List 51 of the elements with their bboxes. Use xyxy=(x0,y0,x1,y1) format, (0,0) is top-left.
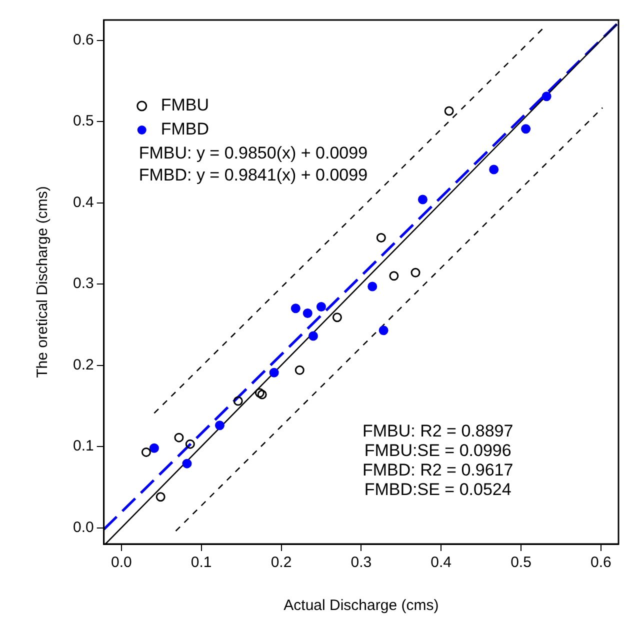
point xyxy=(410,268,420,278)
point xyxy=(332,312,342,322)
point xyxy=(489,164,499,174)
point xyxy=(302,308,312,318)
annotation: FMBU: y = 0.9850(x) + 0.0099 xyxy=(138,144,368,163)
legend-label: FMBU xyxy=(160,96,210,115)
annotation: FMBD: R2 = 0.9617 xyxy=(362,460,514,480)
point xyxy=(269,368,279,378)
point xyxy=(389,271,399,281)
point xyxy=(185,439,195,449)
point xyxy=(254,388,264,398)
y-tick-label: 0.0 xyxy=(72,518,94,536)
annotation: FMBU:SE = 0.0996 xyxy=(364,441,512,460)
point xyxy=(376,232,386,242)
point xyxy=(316,302,326,312)
annotation: FMBD: y = 0.9841(x) + 0.0099 xyxy=(138,166,368,185)
point xyxy=(149,443,159,453)
point xyxy=(444,106,454,116)
point xyxy=(214,420,224,430)
point xyxy=(521,124,531,134)
y-tick-label: 0.6 xyxy=(72,31,94,48)
x-tick-label: 0.2 xyxy=(270,554,292,572)
point xyxy=(174,432,184,442)
y-tick-label: 0.5 xyxy=(72,112,94,130)
point xyxy=(156,492,166,502)
x-tick-label: 0.1 xyxy=(190,554,212,572)
x-tick-label: 0.4 xyxy=(430,554,452,572)
x-axis-title: Actual Discharge (cms) xyxy=(284,597,439,614)
point xyxy=(378,326,388,336)
point xyxy=(368,282,378,292)
y-tick-label: 0.3 xyxy=(72,275,94,292)
y-axis-title: The oretical Discharge (cms) xyxy=(34,186,52,378)
point xyxy=(294,365,304,375)
point xyxy=(290,304,300,314)
point xyxy=(418,194,428,204)
y-tick-label: 0.1 xyxy=(72,438,94,455)
point xyxy=(141,447,151,457)
point xyxy=(233,396,243,406)
legend-label: FMBD xyxy=(160,120,210,139)
x-tick-label: 0.6 xyxy=(590,554,612,572)
annotation: FMBD:SE = 0.0524 xyxy=(364,480,512,500)
point xyxy=(257,390,267,400)
point xyxy=(308,331,318,341)
point xyxy=(182,458,192,468)
y-tick-label: 0.2 xyxy=(72,356,94,374)
x-tick-label: 0.5 xyxy=(510,554,532,572)
annotation: FMBU: R2 = 0.8897 xyxy=(362,422,514,441)
x-tick-label: 0.0 xyxy=(111,554,132,572)
point xyxy=(542,92,552,102)
y-tick-label: 0.4 xyxy=(72,194,94,211)
x-tick-label: 0.3 xyxy=(350,554,372,572)
